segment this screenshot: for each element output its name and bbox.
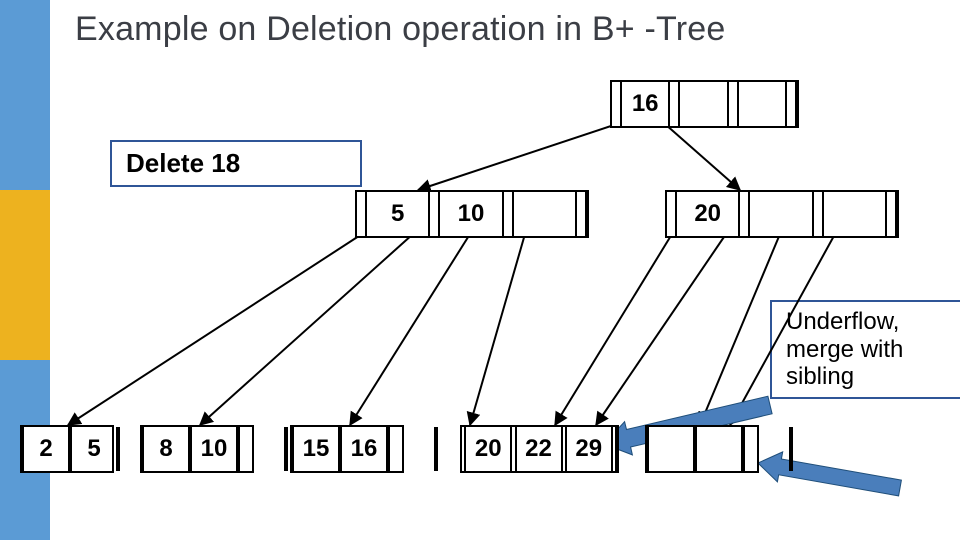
node-key bbox=[240, 427, 284, 471]
node-key: 2 bbox=[24, 427, 68, 471]
node-key bbox=[649, 427, 693, 471]
node-key bbox=[739, 82, 785, 126]
node-key: 29 bbox=[567, 427, 611, 471]
tree-edge bbox=[700, 234, 780, 425]
tree-edge bbox=[350, 234, 470, 425]
node-key: 5 bbox=[367, 192, 428, 236]
leaf-node-0: 25 bbox=[20, 425, 114, 473]
annotation-label: Underflow, merge with sibling bbox=[770, 300, 960, 399]
leaf-node-1: 810 bbox=[140, 425, 254, 473]
node-key: 16 bbox=[342, 427, 386, 471]
slide-title: Example on Deletion operation in B+ -Tre… bbox=[75, 10, 725, 49]
node-key bbox=[824, 192, 885, 236]
node-key bbox=[390, 427, 434, 471]
node-key: 20 bbox=[677, 192, 738, 236]
node-key: 15 bbox=[294, 427, 338, 471]
node-key: 20 bbox=[466, 427, 510, 471]
tree-edge bbox=[418, 124, 617, 190]
tree-edge bbox=[555, 234, 672, 425]
node-key bbox=[745, 427, 789, 471]
node-key: 22 bbox=[517, 427, 561, 471]
node-key: 10 bbox=[440, 192, 501, 236]
root-node: 16 bbox=[610, 80, 799, 128]
leaf-node-2: 1516 bbox=[290, 425, 404, 473]
node-key bbox=[680, 82, 726, 126]
leaf-node-4 bbox=[645, 425, 759, 473]
tree-edge bbox=[68, 234, 362, 425]
node-key: 10 bbox=[192, 427, 236, 471]
operation-label: Delete 18 bbox=[110, 140, 362, 187]
node-key bbox=[750, 192, 811, 236]
tree-edge bbox=[200, 234, 413, 425]
node-key bbox=[514, 192, 575, 236]
node-key: 16 bbox=[622, 82, 668, 126]
leaf-node-3: 202229 bbox=[460, 425, 619, 473]
tree-edge bbox=[665, 124, 740, 190]
sidebar-stripe-yellow bbox=[0, 190, 50, 360]
sidebar-stripe-blue-top bbox=[0, 0, 50, 190]
internal-node-left: 5 10 bbox=[355, 190, 589, 238]
node-key bbox=[697, 427, 741, 471]
internal-node-right: 20 bbox=[665, 190, 899, 238]
tree-edge bbox=[470, 234, 525, 425]
node-key: 8 bbox=[144, 427, 188, 471]
node-key: 5 bbox=[72, 427, 116, 471]
tree-edge bbox=[596, 234, 726, 425]
